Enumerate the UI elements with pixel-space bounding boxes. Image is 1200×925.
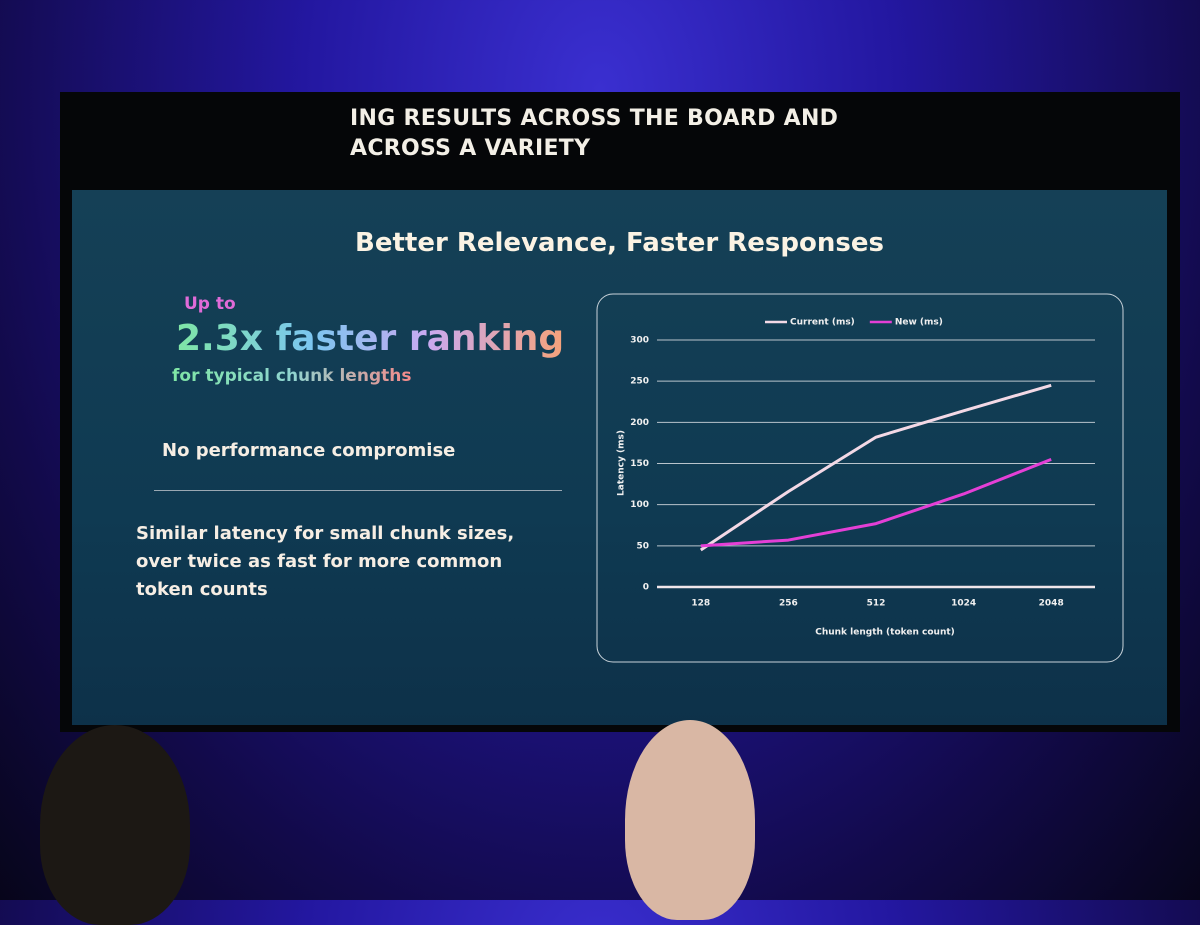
x-tick-label: 2048 bbox=[1039, 599, 1064, 609]
y-tick-label: 0 bbox=[643, 583, 649, 593]
y-tick-label: 100 bbox=[630, 500, 649, 510]
audience-head bbox=[625, 720, 755, 920]
y-tick-label: 50 bbox=[636, 541, 649, 551]
point: Similar latency for small chunk sizes, o… bbox=[136, 523, 515, 600]
y-tick-label: 200 bbox=[630, 418, 649, 428]
headline: 2.3x faster ranking bbox=[176, 318, 565, 359]
x-tick-label: 128 bbox=[691, 599, 710, 609]
x-tick-label: 1024 bbox=[951, 599, 976, 609]
divider bbox=[154, 490, 562, 491]
header-line: ACROSS A VARIETY bbox=[350, 136, 591, 161]
audience-head bbox=[40, 725, 190, 925]
line-series bbox=[700, 457, 1052, 548]
legend-label: Current (ms) bbox=[790, 318, 855, 328]
point: No performance compromise bbox=[162, 440, 456, 461]
x-axis-title: Chunk length (token count) bbox=[815, 628, 955, 638]
up-to: Up to bbox=[184, 294, 236, 314]
x-tick-label: 256 bbox=[779, 599, 798, 609]
y-tick-label: 250 bbox=[630, 377, 649, 387]
y-tick-label: 300 bbox=[630, 336, 649, 346]
headline-sub: for typical chunk lengths bbox=[172, 366, 412, 386]
line-series bbox=[699, 383, 1052, 552]
slide-title: Better Relevance, Faster Responses bbox=[355, 228, 884, 258]
header-line: ING RESULTS ACROSS THE BOARD AND bbox=[350, 106, 839, 131]
legend-label: New (ms) bbox=[895, 318, 943, 328]
header: ING RESULTS ACROSS THE BOARD AND ACROSS … bbox=[350, 104, 838, 164]
chart-frame bbox=[596, 293, 1124, 663]
y-axis-title: Latency (ms) bbox=[617, 430, 627, 496]
slide: Better Relevance, Faster Responses Up to… bbox=[72, 190, 1167, 725]
y-tick-label: 150 bbox=[630, 459, 649, 469]
x-tick-label: 512 bbox=[867, 599, 886, 609]
chart: Latency (ms) Chunk length (token count) … bbox=[596, 293, 1124, 663]
